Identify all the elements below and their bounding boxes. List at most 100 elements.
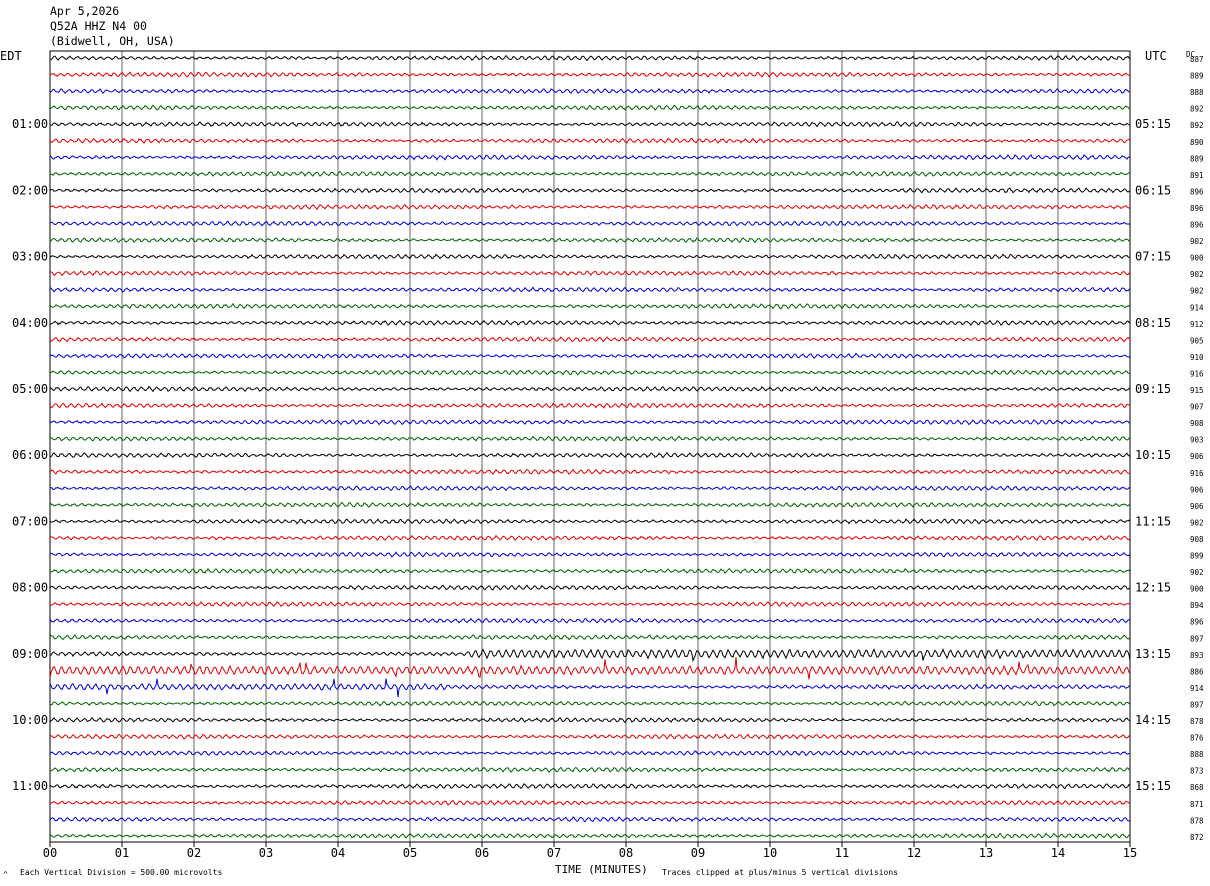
dc-offset-label: 886	[1190, 667, 1204, 676]
dc-offset-label: 915	[1190, 386, 1204, 395]
dc-offset-label: 888	[1190, 750, 1204, 759]
seismic-trace	[49, 170, 1131, 177]
seismic-trace	[49, 648, 1131, 663]
seismic-trace	[49, 137, 1131, 144]
scale-note: Each Vertical Division = 500.00 microvol…	[20, 868, 223, 877]
seismic-trace	[49, 104, 1131, 111]
dc-offset-label: 899	[1190, 552, 1204, 561]
x-axis-title: TIME (MINUTES)	[555, 863, 648, 876]
dc-offset-label: 906	[1190, 502, 1204, 511]
left-hour-label: 09:00	[12, 647, 48, 661]
seismic-trace	[49, 237, 1131, 244]
right-hour-label: 14:15	[1135, 713, 1171, 727]
dc-offset-label: 896	[1190, 187, 1204, 196]
dc-offset-label: 906	[1190, 452, 1204, 461]
seismic-trace	[49, 71, 1131, 78]
dc-offset-label: 887	[1190, 55, 1204, 64]
x-tick-label: 04	[331, 846, 345, 860]
dc-offset-label: 902	[1190, 287, 1204, 296]
right-hour-label: 15:15	[1135, 779, 1171, 793]
seismic-trace	[49, 302, 1131, 310]
dc-offset-label: 916	[1190, 369, 1204, 378]
x-tick-label: 11	[835, 846, 849, 860]
plot-frame	[49, 50, 1131, 843]
dc-offset-label: 914	[1190, 684, 1204, 693]
seismic-trace	[49, 402, 1131, 409]
left-hour-label: 04:00	[12, 316, 48, 330]
left-timezone: EDT	[0, 49, 22, 63]
station-location: (Bidwell, OH, USA)	[50, 34, 175, 48]
dc-offset-label: 894	[1190, 601, 1204, 610]
dc-offset-label: 912	[1190, 320, 1204, 329]
seismic-trace	[49, 766, 1131, 773]
seismic-trace	[49, 419, 1131, 426]
seismic-trace	[49, 220, 1131, 227]
dc-offset-label: 868	[1190, 783, 1204, 792]
x-tick-label: 03	[259, 846, 273, 860]
dc-header: DC	[1186, 50, 1196, 59]
clip-note: Traces clipped at plus/minus 5 vertical …	[662, 868, 899, 877]
x-tick-label: 09	[691, 846, 705, 860]
seismic-trace	[49, 435, 1131, 442]
x-tick-label: 14	[1051, 846, 1065, 860]
left-hour-label: 10:00	[12, 713, 48, 727]
dc-offset-label: 902	[1190, 568, 1204, 577]
right-timezone: UTC	[1145, 49, 1167, 63]
dc-offset-label: 889	[1190, 154, 1204, 163]
seismic-trace	[49, 657, 1131, 680]
dc-offset-label: 876	[1190, 734, 1204, 743]
left-hour-label: 08:00	[12, 581, 48, 595]
x-tick-label: 10	[763, 846, 777, 860]
seismic-trace	[49, 567, 1131, 575]
seismic-trace	[49, 783, 1131, 790]
right-hour-label: 11:15	[1135, 514, 1171, 528]
dc-offset-label: 891	[1190, 171, 1204, 180]
dc-offset-label: 902	[1190, 518, 1204, 527]
dc-offset-label: 878	[1190, 717, 1204, 726]
x-tick-label: 08	[619, 846, 633, 860]
corner-mark: ^	[3, 870, 8, 879]
dc-offset-label: 897	[1190, 700, 1204, 709]
dc-offset-label: 907	[1190, 403, 1204, 412]
seismic-trace	[49, 319, 1131, 326]
dc-offset-label: 908	[1190, 535, 1204, 544]
dc-offset-label: 908	[1190, 419, 1204, 428]
seismic-trace	[49, 451, 1131, 459]
station-id: Q52A HHZ N4 00	[50, 19, 147, 33]
seismic-trace	[49, 584, 1131, 591]
seismic-trace	[49, 601, 1131, 608]
seismic-trace	[49, 336, 1131, 343]
seismic-trace	[49, 717, 1131, 724]
seismic-trace	[49, 270, 1131, 277]
right-hour-label: 09:15	[1135, 382, 1171, 396]
dc-offset-label: 896	[1190, 204, 1204, 213]
dc-offset-label: 878	[1190, 816, 1204, 825]
dc-offset-label: 889	[1190, 72, 1204, 81]
seismic-trace	[49, 253, 1131, 260]
seismic-trace	[49, 551, 1131, 558]
dc-offset-label: 903	[1190, 436, 1204, 445]
seismic-trace	[49, 88, 1131, 95]
right-hour-label: 12:15	[1135, 581, 1171, 595]
left-hour-label: 01:00	[12, 117, 48, 131]
dc-offset-label: 914	[1190, 303, 1204, 312]
x-tick-label: 12	[907, 846, 921, 860]
seismic-trace	[49, 617, 1131, 624]
left-hour-label: 07:00	[12, 514, 48, 528]
left-hour-label: 05:00	[12, 382, 48, 396]
x-tick-label: 13	[979, 846, 993, 860]
seismic-trace	[49, 485, 1131, 492]
dc-offset-label: 900	[1190, 254, 1204, 263]
dc-offset-label: 902	[1190, 270, 1204, 279]
seismic-trace	[49, 501, 1131, 508]
seismic-trace	[49, 518, 1131, 525]
seismic-trace	[49, 203, 1131, 211]
seismic-trace	[49, 733, 1131, 740]
dc-offset-label: 902	[1190, 237, 1204, 246]
seismic-trace	[49, 352, 1131, 359]
right-hour-label: 07:15	[1135, 250, 1171, 264]
x-tick-label: 06	[475, 846, 489, 860]
record-date: Apr 5,2026	[50, 4, 120, 18]
seismic-trace	[49, 750, 1131, 757]
